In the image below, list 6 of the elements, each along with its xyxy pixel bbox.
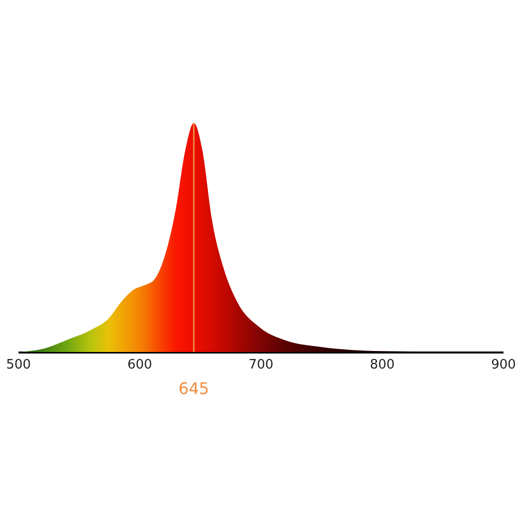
x-tick-label: 900 (491, 358, 516, 372)
ref-line-label: 645 (178, 379, 210, 398)
x-tick-label: 500 (6, 358, 31, 372)
x-tick-label: 700 (248, 358, 274, 372)
x-tick-label: 600 (127, 358, 152, 372)
x-tick-label: 800 (370, 358, 395, 372)
